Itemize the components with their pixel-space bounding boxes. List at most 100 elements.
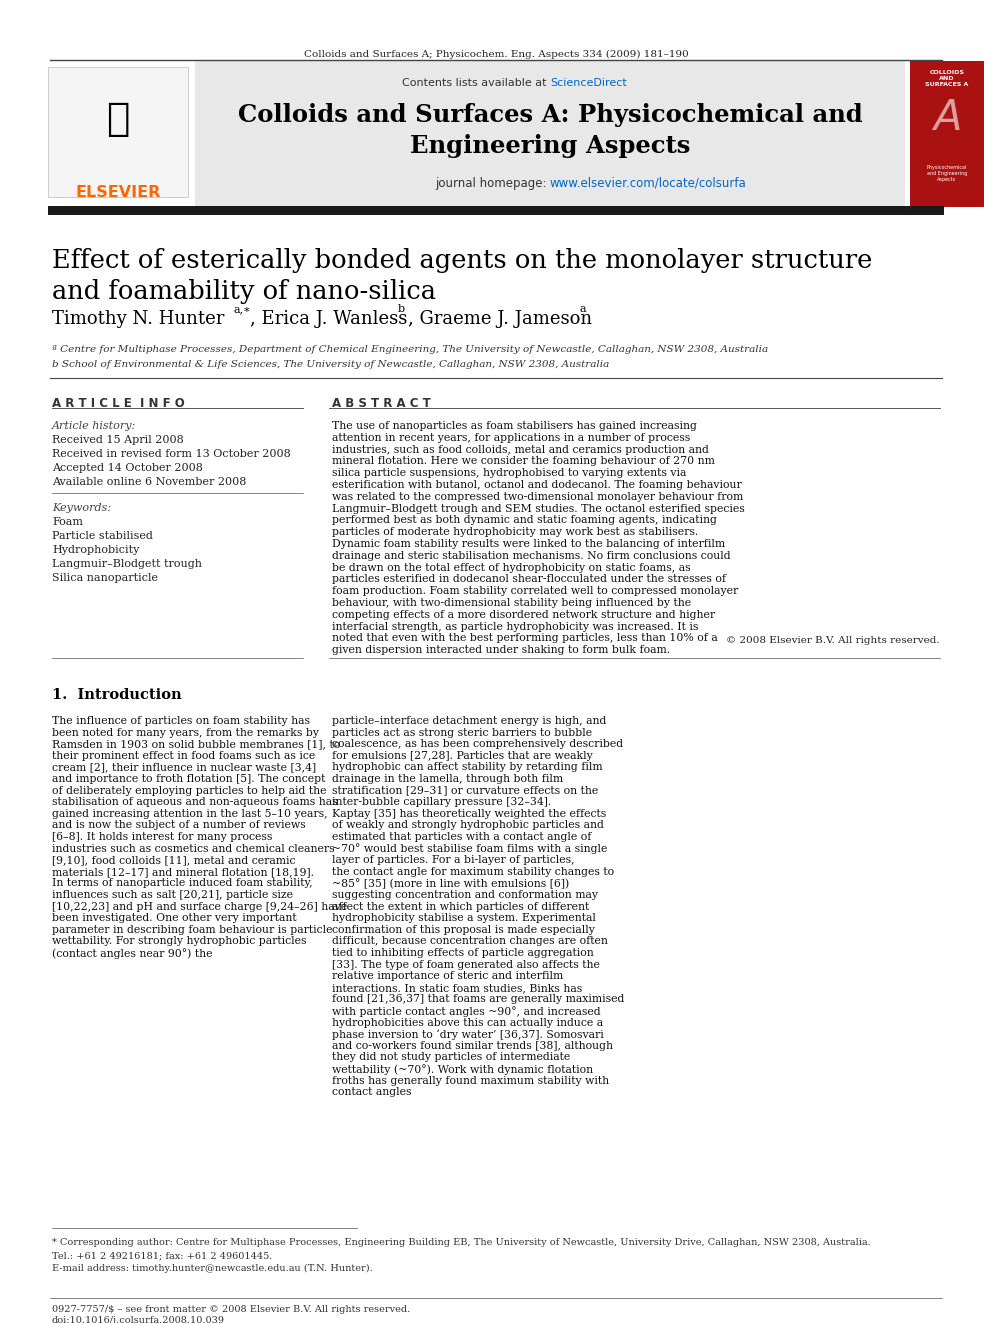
Text: layer of particles. For a bi-layer of particles,: layer of particles. For a bi-layer of pa… bbox=[332, 855, 574, 865]
Text: journal homepage:: journal homepage: bbox=[434, 177, 550, 191]
Text: particles of moderate hydrophobicity may work best as stabilisers.: particles of moderate hydrophobicity may… bbox=[332, 527, 698, 537]
Text: particle–interface detachment energy is high, and: particle–interface detachment energy is … bbox=[332, 716, 606, 726]
Text: industries such as cosmetics and chemical cleaners: industries such as cosmetics and chemica… bbox=[52, 844, 334, 853]
Text: be drawn on the total effect of hydrophobicity on static foams, as: be drawn on the total effect of hydropho… bbox=[332, 562, 690, 573]
Text: ~85° [35] (more in line with emulsions [6]): ~85° [35] (more in line with emulsions [… bbox=[332, 878, 569, 889]
Text: been noted for many years, from the remarks by: been noted for many years, from the rema… bbox=[52, 728, 319, 738]
Text: drainage and steric stabilisation mechanisms. No firm conclusions could: drainage and steric stabilisation mechan… bbox=[332, 550, 731, 561]
Text: mineral flotation. Here we consider the foaming behaviour of 270 nm: mineral flotation. Here we consider the … bbox=[332, 456, 715, 467]
Text: difficult, because concentration changes are often: difficult, because concentration changes… bbox=[332, 937, 608, 946]
Text: gained increasing attention in the last 5–10 years,: gained increasing attention in the last … bbox=[52, 808, 327, 819]
Text: Kaptay [35] has theoretically weighted the effects: Kaptay [35] has theoretically weighted t… bbox=[332, 808, 606, 819]
Text: Colloids and Surfaces A: Physicochemical and
Engineering Aspects: Colloids and Surfaces A: Physicochemical… bbox=[238, 103, 862, 157]
Text: found [21,36,37] that foams are generally maximised: found [21,36,37] that foams are generall… bbox=[332, 995, 624, 1004]
Text: for emulsions [27,28]. Particles that are weakly: for emulsions [27,28]. Particles that ar… bbox=[332, 750, 593, 761]
Text: and co-workers found similar trends [38], although: and co-workers found similar trends [38]… bbox=[332, 1041, 613, 1050]
FancyBboxPatch shape bbox=[195, 61, 905, 206]
Text: a: a bbox=[579, 304, 585, 314]
Bar bbox=[48, 206, 944, 216]
Text: given dispersion interacted under shaking to form bulk foam.: given dispersion interacted under shakin… bbox=[332, 646, 671, 655]
Text: Langmuir–Blodgett trough: Langmuir–Blodgett trough bbox=[52, 560, 202, 569]
Text: hydrophobicity stabilise a system. Experimental: hydrophobicity stabilise a system. Exper… bbox=[332, 913, 596, 923]
Text: wettability. For strongly hydrophobic particles: wettability. For strongly hydrophobic pa… bbox=[52, 937, 307, 946]
Text: suggesting concentration and conformation may: suggesting concentration and conformatio… bbox=[332, 890, 598, 900]
Text: Article history:: Article history: bbox=[52, 421, 136, 431]
Text: particles esterified in dodecanol shear-flocculated under the stresses of: particles esterified in dodecanol shear-… bbox=[332, 574, 726, 585]
Text: hydrophobic can affect stability by retarding film: hydrophobic can affect stability by reta… bbox=[332, 762, 602, 773]
Text: foam production. Foam stability correlated well to compressed monolayer: foam production. Foam stability correlat… bbox=[332, 586, 738, 597]
Text: a,∗: a,∗ bbox=[234, 304, 252, 314]
Text: interfacial strength, as particle hydrophobicity was increased. It is: interfacial strength, as particle hydrop… bbox=[332, 622, 698, 631]
Text: coalescence, as has been comprehensively described: coalescence, as has been comprehensively… bbox=[332, 740, 623, 749]
Text: performed best as both dynamic and static foaming agents, indicating: performed best as both dynamic and stati… bbox=[332, 516, 717, 525]
Text: Particle stabilised: Particle stabilised bbox=[52, 531, 153, 541]
Text: E-mail address: timothy.hunter@newcastle.edu.au (T.N. Hunter).: E-mail address: timothy.hunter@newcastle… bbox=[52, 1263, 373, 1273]
Text: b: b bbox=[398, 304, 405, 314]
Text: A R T I C L E  I N F O: A R T I C L E I N F O bbox=[52, 397, 185, 410]
Text: Foam: Foam bbox=[52, 517, 83, 527]
Text: particles act as strong steric barriers to bubble: particles act as strong steric barriers … bbox=[332, 728, 592, 738]
Bar bbox=[910, 61, 984, 206]
Text: with particle contact angles ~90°, and increased: with particle contact angles ~90°, and i… bbox=[332, 1005, 600, 1017]
Text: Physicochemical
and Engineering
Aspects: Physicochemical and Engineering Aspects bbox=[927, 165, 967, 181]
Text: ~70° would best stabilise foam films with a single: ~70° would best stabilise foam films wit… bbox=[332, 844, 607, 855]
Text: doi:10.1016/j.colsurfa.2008.10.039: doi:10.1016/j.colsurfa.2008.10.039 bbox=[52, 1316, 225, 1323]
Text: affect the extent in which particles of different: affect the extent in which particles of … bbox=[332, 901, 589, 912]
Text: confirmation of this proposal is made especially: confirmation of this proposal is made es… bbox=[332, 925, 595, 935]
Text: Ramsden in 1903 on solid bubble membranes [1], to: Ramsden in 1903 on solid bubble membrane… bbox=[52, 740, 340, 749]
Text: 🌲: 🌲 bbox=[106, 101, 130, 138]
Text: parameter in describing foam behaviour is particle: parameter in describing foam behaviour i… bbox=[52, 925, 332, 935]
Text: Hydrophobicity: Hydrophobicity bbox=[52, 545, 139, 556]
Text: A: A bbox=[932, 97, 961, 139]
Text: Accepted 14 October 2008: Accepted 14 October 2008 bbox=[52, 463, 203, 474]
Text: behaviour, with two-dimensional stability being influenced by the: behaviour, with two-dimensional stabilit… bbox=[332, 598, 691, 609]
Text: of deliberately employing particles to help aid the: of deliberately employing particles to h… bbox=[52, 786, 326, 795]
Text: interactions. In static foam studies, Binks has: interactions. In static foam studies, Bi… bbox=[332, 983, 582, 992]
Text: Received 15 April 2008: Received 15 April 2008 bbox=[52, 435, 184, 445]
Text: tied to inhibiting effects of particle aggregation: tied to inhibiting effects of particle a… bbox=[332, 949, 594, 958]
Text: competing effects of a more disordered network structure and higher: competing effects of a more disordered n… bbox=[332, 610, 715, 619]
Text: [6–8]. It holds interest for many process: [6–8]. It holds interest for many proces… bbox=[52, 832, 273, 841]
Text: Contents lists available at: Contents lists available at bbox=[402, 78, 550, 89]
Text: [33]. The type of foam generated also affects the: [33]. The type of foam generated also af… bbox=[332, 959, 600, 970]
Text: ª Centre for Multiphase Processes, Department of Chemical Engineering, The Unive: ª Centre for Multiphase Processes, Depar… bbox=[52, 345, 768, 355]
Text: Effect of esterically bonded agents on the monolayer structure
and foamability o: Effect of esterically bonded agents on t… bbox=[52, 247, 872, 304]
Text: , Graeme J. Jameson: , Graeme J. Jameson bbox=[408, 310, 592, 328]
Text: and importance to froth flotation [5]. The concept: and importance to froth flotation [5]. T… bbox=[52, 774, 325, 785]
Text: contact angles: contact angles bbox=[332, 1088, 412, 1097]
Text: The use of nanoparticles as foam stabilisers has gained increasing: The use of nanoparticles as foam stabili… bbox=[332, 421, 696, 431]
Text: * Corresponding author: Centre for Multiphase Processes, Engineering Building EB: * Corresponding author: Centre for Multi… bbox=[52, 1238, 871, 1248]
Text: silica particle suspensions, hydrophobised to varying extents via: silica particle suspensions, hydrophobis… bbox=[332, 468, 686, 478]
Text: ScienceDirect: ScienceDirect bbox=[550, 78, 627, 89]
Text: Colloids and Surfaces A; Physicochem. Eng. Aspects 334 (2009) 181–190: Colloids and Surfaces A; Physicochem. En… bbox=[304, 50, 688, 60]
Text: industries, such as food colloids, metal and ceramics production and: industries, such as food colloids, metal… bbox=[332, 445, 709, 455]
Text: Timothy N. Hunter: Timothy N. Hunter bbox=[52, 310, 224, 328]
Text: materials [12–17] and mineral flotation [18,19].: materials [12–17] and mineral flotation … bbox=[52, 867, 314, 877]
Text: 0927-7757/$ – see front matter © 2008 Elsevier B.V. All rights reserved.: 0927-7757/$ – see front matter © 2008 El… bbox=[52, 1304, 411, 1314]
Text: of weakly and strongly hydrophobic particles and: of weakly and strongly hydrophobic parti… bbox=[332, 820, 604, 831]
Text: been investigated. One other very important: been investigated. One other very import… bbox=[52, 913, 297, 923]
Text: [10,22,23] and pH and surface charge [9,24–26] have: [10,22,23] and pH and surface charge [9,… bbox=[52, 901, 347, 912]
Text: and is now the subject of a number of reviews: and is now the subject of a number of re… bbox=[52, 820, 306, 831]
Text: A B S T R A C T: A B S T R A C T bbox=[332, 397, 431, 410]
Text: [9,10], food colloids [11], metal and ceramic: [9,10], food colloids [11], metal and ce… bbox=[52, 855, 296, 865]
Text: www.elsevier.com/locate/colsurfa: www.elsevier.com/locate/colsurfa bbox=[550, 177, 747, 191]
Text: b School of Environmental & Life Sciences, The University of Newcastle, Callagha: b School of Environmental & Life Science… bbox=[52, 360, 609, 369]
Text: they did not study particles of intermediate: they did not study particles of intermed… bbox=[332, 1052, 570, 1062]
Text: the contact angle for maximum stability changes to: the contact angle for maximum stability … bbox=[332, 867, 614, 877]
Text: stratification [29–31] or curvature effects on the: stratification [29–31] or curvature effe… bbox=[332, 786, 598, 795]
Text: noted that even with the best performing particles, less than 10% of a: noted that even with the best performing… bbox=[332, 634, 718, 643]
Bar bbox=[48, 67, 188, 197]
Text: was related to the compressed two-dimensional monolayer behaviour from: was related to the compressed two-dimens… bbox=[332, 492, 743, 501]
Text: (contact angles near 90°) the: (contact angles near 90°) the bbox=[52, 949, 212, 959]
Text: esterification with butanol, octanol and dodecanol. The foaming behaviour: esterification with butanol, octanol and… bbox=[332, 480, 742, 490]
Text: drainage in the lamella, through both film: drainage in the lamella, through both fi… bbox=[332, 774, 563, 785]
Text: © 2008 Elsevier B.V. All rights reserved.: © 2008 Elsevier B.V. All rights reserved… bbox=[726, 636, 940, 646]
Text: attention in recent years, for applications in a number of process: attention in recent years, for applicati… bbox=[332, 433, 690, 443]
Text: The influence of particles on foam stability has: The influence of particles on foam stabi… bbox=[52, 716, 310, 726]
Text: Keywords:: Keywords: bbox=[52, 503, 111, 513]
Text: In terms of nanoparticle induced foam stability,: In terms of nanoparticle induced foam st… bbox=[52, 878, 312, 889]
Text: Langmuir–Blodgett trough and SEM studies. The octanol esterified species: Langmuir–Blodgett trough and SEM studies… bbox=[332, 504, 745, 513]
Text: relative importance of steric and interfilm: relative importance of steric and interf… bbox=[332, 971, 563, 982]
Text: COLLOIDS
AND
SURFACES A: COLLOIDS AND SURFACES A bbox=[926, 70, 968, 86]
